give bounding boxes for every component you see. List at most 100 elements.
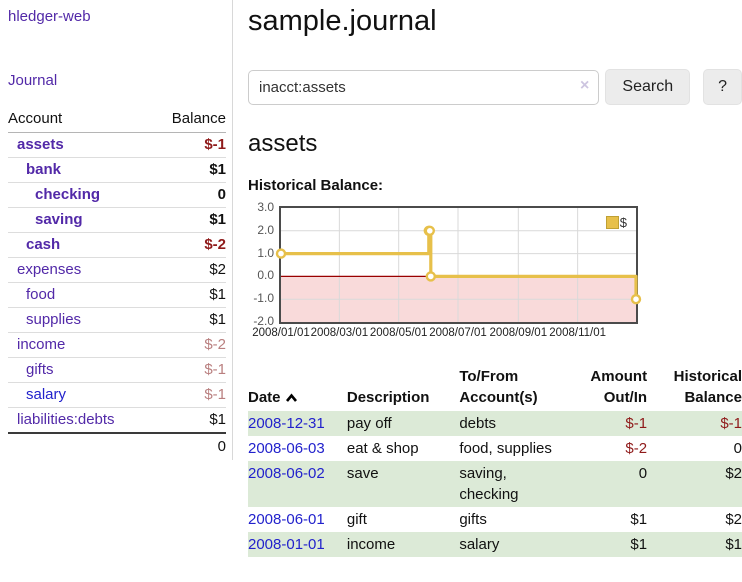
register-description-cell: gift: [346, 511, 367, 528]
register-row: 2008-06-02 save saving, checking 0 $2: [248, 461, 742, 507]
register-row: 2008-12-31 pay off debts $-1 $-1: [248, 411, 742, 436]
account-balance: $-1: [204, 136, 226, 153]
account-link[interactable]: saving: [35, 211, 83, 228]
account-link[interactable]: gifts: [26, 361, 54, 378]
account-link[interactable]: liabilities:debts: [17, 411, 115, 428]
search-input-wrap: ×: [248, 69, 600, 105]
accounts-column-account: Account: [8, 106, 153, 133]
account-row: expenses $2: [8, 257, 226, 283]
x-tick-label: 2008/03/01: [310, 327, 369, 339]
account-name-cell: liabilities:debts: [8, 407, 153, 433]
column-header-accounts: To/From Account(s): [459, 368, 538, 406]
accounts-table: Account Balance assets $-1 bank $1 checking 0…: [8, 106, 226, 459]
register-row: 2008-01-01 income salary $1 $1: [248, 532, 742, 557]
page: hledger-web Journal Account Balance asse…: [0, 0, 742, 557]
register-balance-cell: $2: [725, 511, 742, 528]
balance-chart: 3.0 2.0 1.0 0.0 -1.0 -2.0 $: [248, 201, 742, 328]
register-date-link[interactable]: 2008-12-31: [248, 415, 325, 432]
column-header-date[interactable]: Date: [248, 364, 347, 411]
account-link[interactable]: food: [26, 286, 56, 303]
account-link[interactable]: checking: [35, 186, 101, 203]
account-link[interactable]: income: [17, 336, 66, 353]
account-name-cell: income: [8, 332, 153, 358]
register-date-link[interactable]: 2008-01-01: [248, 536, 325, 553]
app-title-link[interactable]: hledger-web: [8, 8, 91, 25]
register-row: 2008-06-03 eat & shop food, supplies $-2 0: [248, 436, 742, 461]
register-description-cell: eat & shop: [346, 440, 419, 457]
legend-swatch-icon: [605, 216, 619, 229]
account-row: assets $-1: [8, 133, 226, 158]
register-balance-cell: $1: [725, 536, 742, 553]
account-row: saving $1: [8, 207, 226, 233]
account-heading: assets: [248, 130, 318, 157]
account-name-cell: saving: [8, 207, 153, 233]
y-tick-label: 1.0: [257, 245, 274, 260]
register-amount-cell: $1: [630, 511, 648, 528]
account-link[interactable]: cash: [26, 236, 61, 253]
account-name-cell: salary: [8, 382, 153, 408]
account-balance: $-2: [152, 332, 226, 358]
register-amount-cell: $-2: [625, 440, 648, 457]
register-amount-cell: $-1: [625, 415, 648, 432]
chart-svg: [275, 208, 642, 322]
account-row: liabilities:debts $1: [8, 407, 226, 433]
account-name-cell: assets: [8, 133, 152, 158]
account-name-cell: checking: [8, 182, 153, 208]
register-amount-cell: $1: [630, 536, 648, 553]
sidebar: hledger-web Journal Account Balance asse…: [0, 0, 233, 460]
register-amount-cell: 0: [638, 465, 648, 482]
account-balance: $1: [152, 207, 226, 233]
account-name-cell: expenses: [8, 257, 153, 283]
account-row: bank $1: [8, 157, 226, 183]
chart-y-axis: 3.0 2.0 1.0 0.0 -1.0 -2.0: [248, 201, 279, 328]
account-balance: $-1: [152, 357, 226, 383]
register-balance-cell: $-1: [720, 415, 742, 432]
account-name-cell: gifts: [8, 357, 153, 383]
account-row: cash $-2: [8, 232, 226, 258]
y-tick-label: 3.0: [257, 200, 274, 214]
account-balance: $-2: [152, 232, 226, 258]
register-date-cell: 2008-01-01: [248, 532, 347, 557]
register-description-cell: income: [346, 536, 396, 553]
register-accounts-cell: saving, checking: [459, 465, 519, 503]
column-header-date-label: Date: [248, 389, 281, 406]
account-row: salary $-1: [8, 382, 226, 408]
account-link[interactable]: supplies: [26, 311, 82, 328]
chart-x-axis: 2008/01/01 2008/03/01 2008/05/01 2008/07/01…: [252, 324, 640, 342]
account-balance: $2: [152, 257, 226, 283]
account-balance: $1: [152, 157, 226, 183]
register-date-link[interactable]: 2008-06-03: [248, 440, 325, 457]
account-link[interactable]: bank: [26, 161, 62, 178]
register-row: 2008-06-01 gift gifts $1 $2: [248, 507, 742, 532]
register-date-cell: 2008-06-01: [248, 507, 347, 532]
search-bar: × Search ?: [248, 69, 742, 105]
column-header-amount: Amount Out/In: [590, 368, 648, 406]
accounts-table-body: assets $-1 bank $1 checking 0 saving $1 cash $-2 e…: [8, 133, 226, 433]
search-button[interactable]: Search: [605, 69, 691, 105]
accounts-column-balance: Balance: [152, 106, 226, 133]
register-date-cell: 2008-06-03: [248, 436, 347, 461]
account-link[interactable]: assets: [17, 136, 64, 153]
register-balance-cell: 0: [733, 440, 742, 457]
sort-ascending-icon: [285, 393, 297, 402]
account-link[interactable]: expenses: [17, 261, 82, 278]
register-description-cell: pay off: [346, 415, 392, 432]
register-accounts-cell: debts: [459, 415, 497, 432]
nav-journal-link[interactable]: Journal: [8, 72, 58, 89]
account-row: supplies $1: [8, 307, 226, 333]
register-date-cell: 2008-12-31: [248, 411, 347, 436]
register-description-cell: save: [346, 465, 379, 482]
account-row: checking 0: [8, 182, 226, 208]
search-input[interactable]: [248, 69, 600, 105]
account-balance: $-1: [152, 382, 226, 408]
x-tick-label: 2008/11/01: [549, 327, 606, 339]
register-date-link[interactable]: 2008-06-02: [248, 465, 325, 482]
clear-search-icon[interactable]: ×: [580, 76, 590, 94]
page-title: sample.journal: [248, 5, 437, 37]
register-balance-cell: $2: [725, 465, 742, 482]
account-name-cell: cash: [8, 232, 153, 258]
register-date-link[interactable]: 2008-06-01: [248, 511, 325, 528]
account-link[interactable]: salary: [26, 386, 67, 403]
help-button[interactable]: ?: [703, 69, 742, 105]
column-header-balance: Historical Balance: [673, 368, 742, 406]
